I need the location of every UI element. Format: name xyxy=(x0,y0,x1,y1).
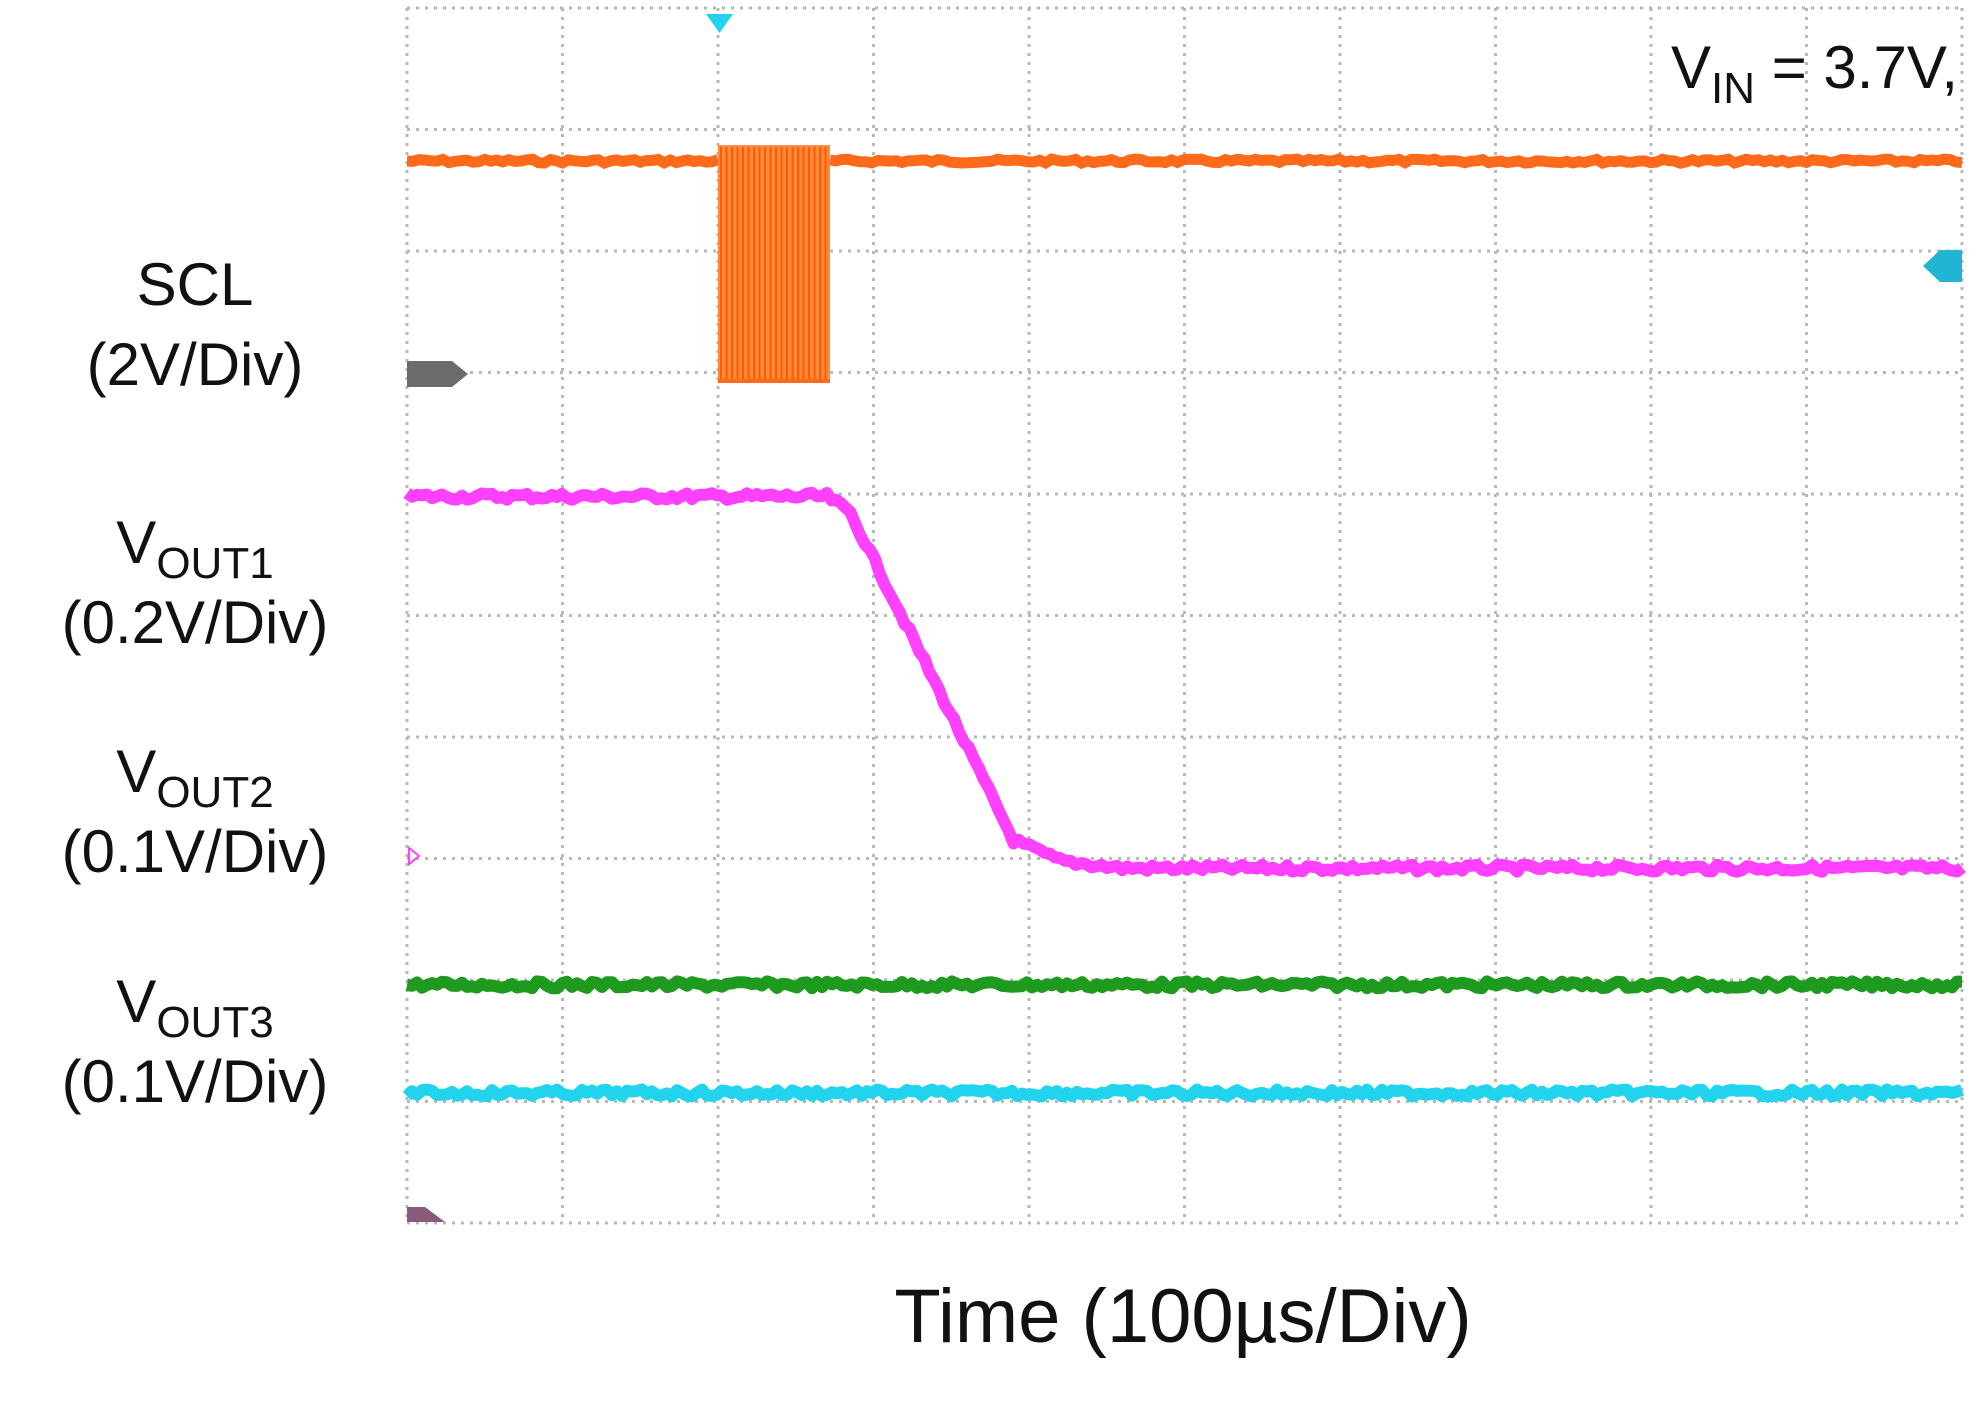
channel-scale-scl: (2V/Div) xyxy=(87,331,304,398)
plot-area xyxy=(407,8,1962,1223)
channel-scale-vout1: (0.2V/Div) xyxy=(62,589,329,656)
x-axis-label: Time (100µs/Div) xyxy=(894,1274,1471,1359)
scl-trace-idle-left xyxy=(406,153,720,169)
trace-vout1 xyxy=(403,486,1966,878)
channel-label-vout2: VOUT2 xyxy=(116,738,273,817)
scl-clock-burst xyxy=(718,145,830,382)
channel-label-scl: SCL xyxy=(137,251,254,318)
scl-clock-edges xyxy=(720,147,827,382)
trace-vout3 xyxy=(402,1083,1964,1103)
channel-ground-marker-bottom xyxy=(407,1207,445,1222)
channel-ground-marker-scl xyxy=(407,361,468,387)
scl-trace-idle-right xyxy=(829,153,1963,170)
vin-annotation: VIN = 3.7V, xyxy=(1671,34,1958,113)
trace-scl xyxy=(406,145,1963,384)
trigger-level-marker xyxy=(1923,250,1962,282)
channel-scale-vout3: (0.1V/Div) xyxy=(62,1048,329,1115)
channel-markers xyxy=(407,250,1962,1222)
trigger-position-marker xyxy=(706,14,733,33)
trace-vout2 xyxy=(405,975,1963,995)
channel-label-vout3: VOUT3 xyxy=(116,968,273,1047)
traces xyxy=(402,145,1966,1103)
channel-ground-marker-vout1 xyxy=(408,845,421,867)
channel-scale-vout2: (0.1V/Div) xyxy=(62,818,329,885)
channel-label-vout1: VOUT1 xyxy=(116,509,273,588)
